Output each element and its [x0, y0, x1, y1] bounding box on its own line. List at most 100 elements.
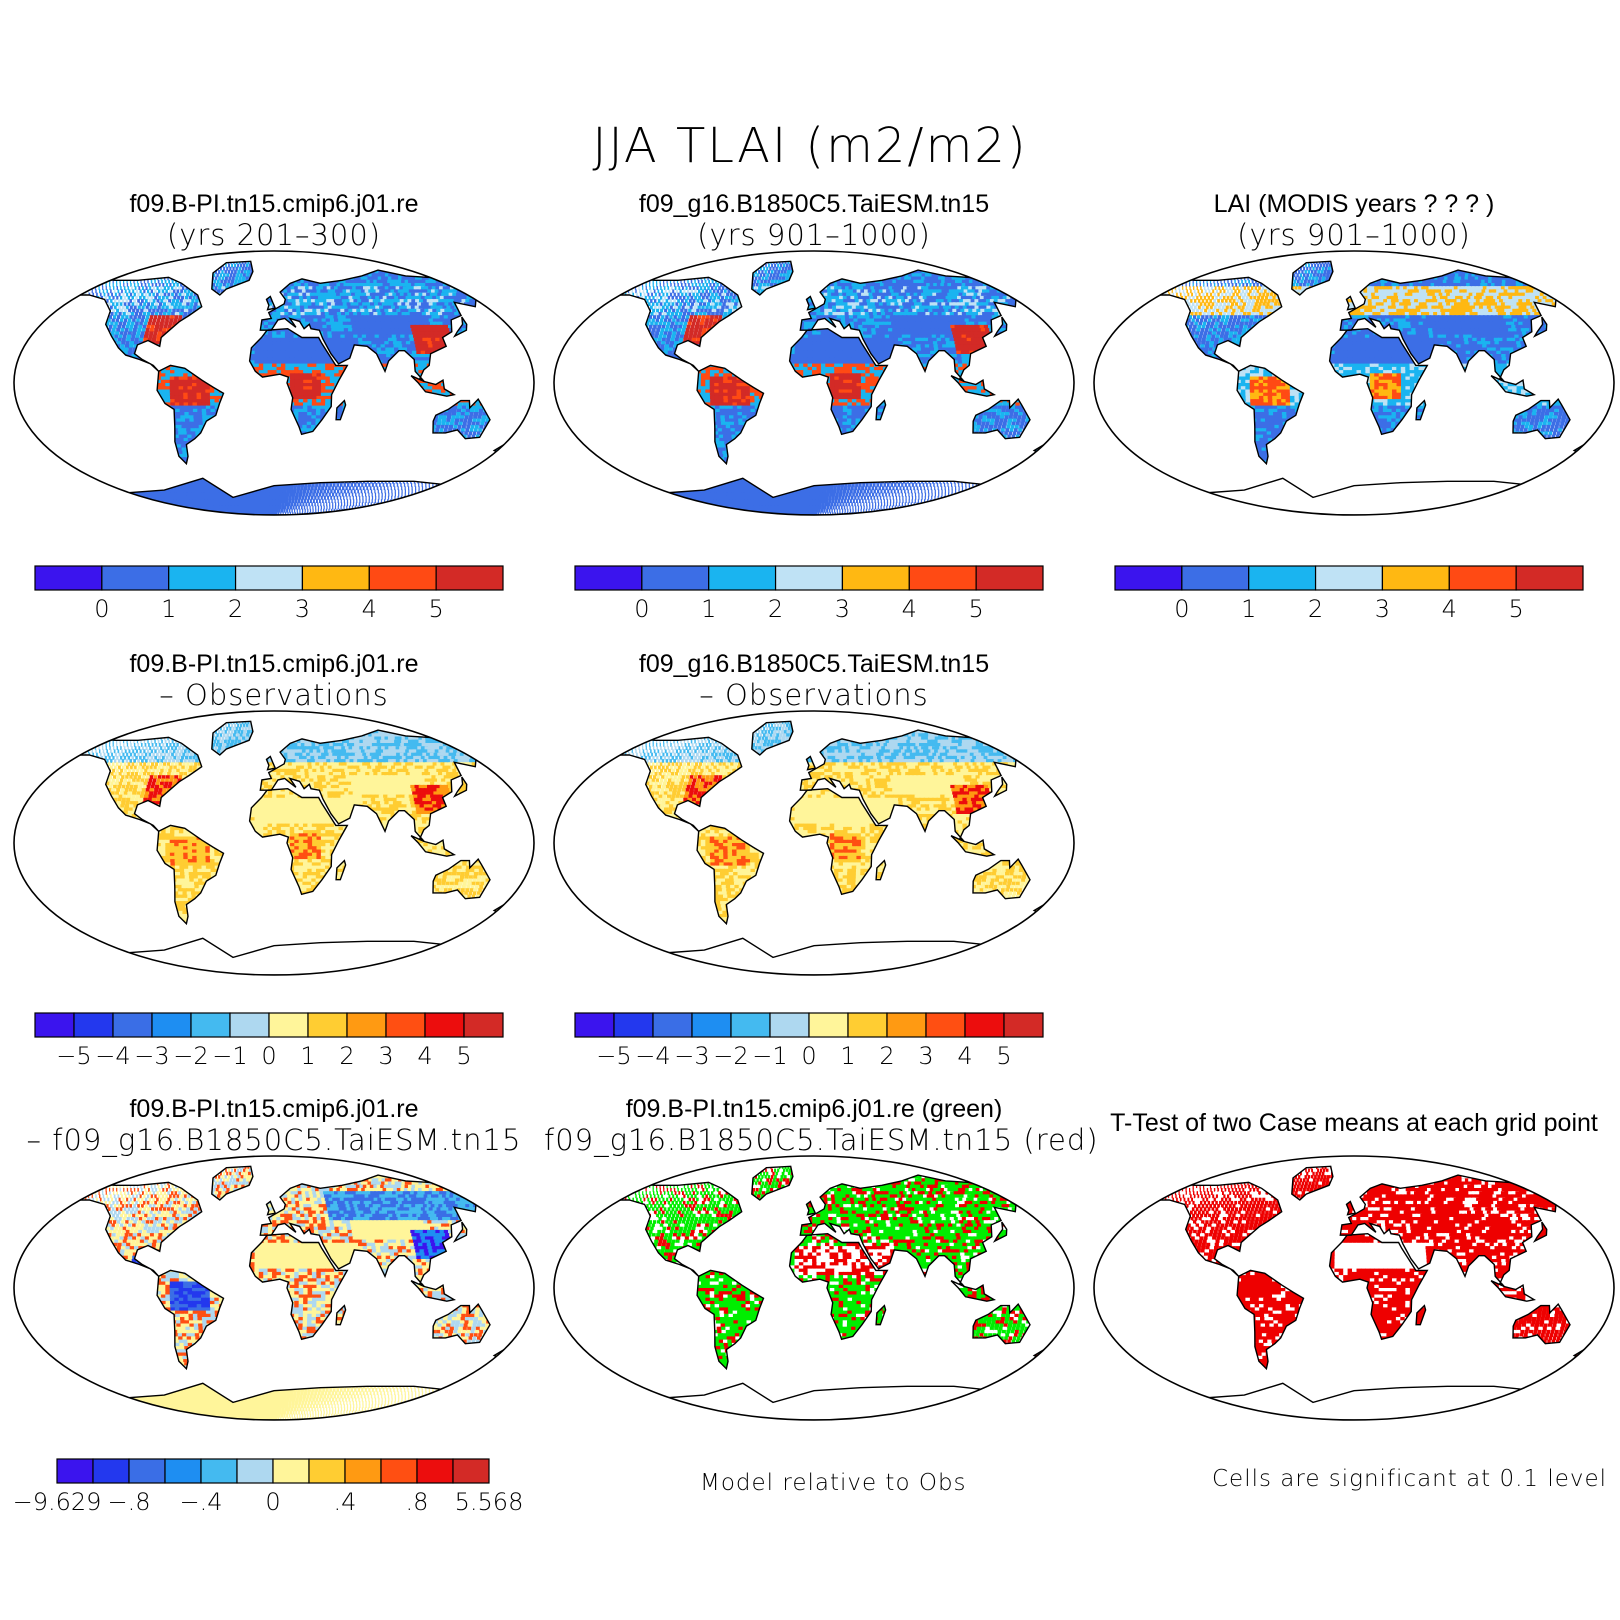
colorbar-tick-label: 3 — [918, 1042, 933, 1070]
colorbar-tick-label: 2 — [768, 595, 783, 623]
colorbar-swatches — [1114, 565, 1584, 591]
colorbar-swatch — [386, 1013, 425, 1037]
colorbar-swatch — [236, 566, 303, 590]
colorbar-swatch — [308, 1013, 347, 1037]
ocean — [552, 1153, 1076, 1423]
colorbar-tick-label: 2 — [228, 595, 243, 623]
colorbar-swatch — [1004, 1013, 1043, 1037]
colorbar-swatch — [692, 1013, 731, 1037]
colorbar-tick-label: −5 — [596, 1042, 631, 1070]
world-map — [12, 248, 536, 518]
colorbar-tick-label: 0 — [265, 1488, 280, 1516]
colorbar-tick-label: 0 — [801, 1042, 816, 1070]
figure-title: JJA TLAI (m2/m2) — [0, 118, 1620, 174]
colorbar-swatch — [436, 566, 503, 590]
colorbar-model-b-minus-obs: −5 −4 −3 −2 −1 0 1 2 3 4 5 — [574, 1012, 1044, 1072]
colorbar-swatch — [1249, 566, 1316, 590]
colorbar-swatch — [273, 1459, 309, 1483]
colorbar-tick-label: 4 — [417, 1042, 432, 1070]
colorbar-tick-label: 5 — [996, 1042, 1011, 1070]
panel-subtitle: (yrs 901–1000) — [1084, 218, 1620, 252]
colorbar-swatch — [1316, 566, 1383, 590]
ocean — [552, 708, 1076, 978]
colorbar-swatch — [129, 1459, 165, 1483]
colorbar-swatch — [230, 1013, 269, 1037]
colorbar-tick-label: −1 — [212, 1042, 247, 1070]
colorbar-swatch — [201, 1459, 237, 1483]
colorbar-tick-label: 1 — [840, 1042, 855, 1070]
ocean — [12, 708, 536, 978]
colorbar-swatch — [887, 1013, 926, 1037]
colorbar-swatch — [74, 1013, 113, 1037]
colorbar-tick-label: 4 — [1442, 595, 1457, 623]
colorbar-tick-label: 5 — [969, 595, 984, 623]
colorbar-tick-label: .4 — [334, 1488, 357, 1516]
colorbar-swatch — [152, 1013, 191, 1037]
colorbar-tick-label: 2 — [339, 1042, 354, 1070]
colorbar-tick-label: 3 — [378, 1042, 393, 1070]
panel-title: T-Test of two Case means at each grid po… — [1084, 1109, 1620, 1138]
colorbar-swatch — [965, 1013, 1004, 1037]
panel-title: f09_g16.B1850C5.TaiESM.tn15 — [544, 190, 1084, 219]
ocean — [12, 1153, 536, 1423]
world-map — [12, 1153, 536, 1423]
colorbar-swatch — [1115, 566, 1182, 590]
colorbar-tick-label: 1 — [1241, 595, 1256, 623]
colorbar-swatch — [191, 1013, 230, 1037]
colorbar-tick-label: −9.629 — [13, 1488, 102, 1516]
colorbar-swatch — [770, 1013, 809, 1037]
colorbar-swatch — [1182, 566, 1249, 590]
colorbar-swatch — [35, 566, 102, 590]
colorbar-swatch — [1382, 566, 1449, 590]
colorbar-swatch — [709, 566, 776, 590]
colorbar-swatch — [381, 1459, 417, 1483]
colorbar-tick-label: 3 — [1375, 595, 1390, 623]
world-map — [1092, 248, 1616, 518]
colorbar-swatch — [165, 1459, 201, 1483]
colorbar-swatch — [776, 566, 843, 590]
panel-subtitle: – Observations — [4, 678, 544, 712]
colorbar-swatch — [57, 1459, 93, 1483]
world-map — [12, 708, 536, 978]
colorbar-tick-label: 2 — [879, 1042, 894, 1070]
colorbar-tick-label: 5 — [456, 1042, 471, 1070]
world-map — [552, 1153, 1076, 1423]
panel-subtitle: (yrs 901–1000) — [544, 218, 1084, 252]
ocean — [1092, 248, 1616, 518]
colorbar-swatch — [848, 1013, 887, 1037]
colorbar-swatch — [237, 1459, 273, 1483]
panel-subtitle: – Observations — [544, 678, 1084, 712]
world-map — [1092, 1153, 1616, 1423]
colorbar-swatch — [417, 1459, 453, 1483]
colorbar-tick-label: 4 — [957, 1042, 972, 1070]
colorbar-tick-label: 1 — [161, 595, 176, 623]
colorbar-swatches — [34, 565, 504, 591]
panel-title: f09.B-PI.tn15.cmip6.j01.re — [4, 1095, 544, 1124]
colorbar-swatch — [425, 1013, 464, 1037]
panel-title: f09.B-PI.tn15.cmip6.j01.re — [4, 650, 544, 679]
ocean — [1092, 1153, 1616, 1423]
colorbar-swatch — [575, 1013, 614, 1037]
panel-title: f09.B-PI.tn15.cmip6.j01.re — [4, 190, 544, 219]
colorbar-tick-label: 3 — [835, 595, 850, 623]
colorbar-swatches — [34, 1012, 504, 1038]
colorbar-tick-label: −4 — [95, 1042, 130, 1070]
colorbar-swatch — [642, 566, 709, 590]
colorbar-swatch — [347, 1013, 386, 1037]
panel-note: Cells are significant at 0.1 level — [1212, 1466, 1607, 1492]
colorbar-swatch — [976, 566, 1043, 590]
panel-subtitle: (yrs 201–300) — [4, 218, 544, 252]
colorbar-model-difference: −9.629 −.8 −.4 0.4.8 5.568 — [56, 1458, 490, 1518]
colorbar-tick-label: 4 — [362, 595, 377, 623]
colorbar-swatch — [909, 566, 976, 590]
colorbar-tick-label: .8 — [406, 1488, 429, 1516]
panel-subtitle: – f09_g16.B1850C5.TaiESM.tn15 — [4, 1123, 544, 1157]
panel-title: f09.B-PI.tn15.cmip6.j01.re (green) — [544, 1095, 1084, 1124]
colorbar-tick-label: −.8 — [107, 1488, 150, 1516]
colorbar-tick-label: 1 — [701, 595, 716, 623]
colorbar-swatch — [464, 1013, 503, 1037]
colorbar-swatches — [574, 1012, 1044, 1038]
colorbar-tick-label: 5.568 — [455, 1488, 524, 1516]
